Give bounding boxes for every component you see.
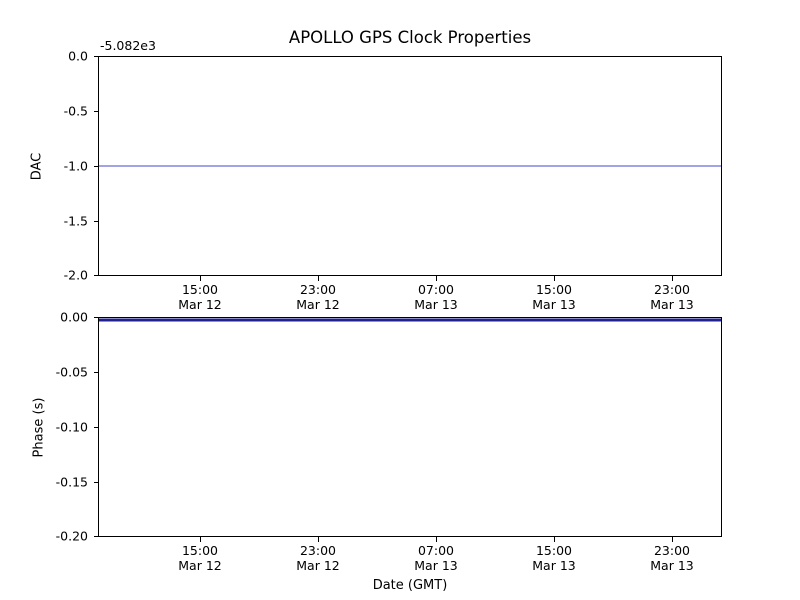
- x-tick-label-top-3: 15:00 Mar 13: [509, 282, 599, 312]
- x-tick-label-bottom-0: 15:00 Mar 12: [155, 543, 245, 573]
- tickmark-x-top-3: [554, 276, 555, 281]
- tickmark-x-bottom-0: [200, 537, 201, 542]
- x-tick-date-top-3: Mar 13: [532, 297, 576, 312]
- x-tick-date-top-0: Mar 12: [178, 297, 222, 312]
- y-tick-label-bottom-3: -0.15: [55, 474, 88, 490]
- y-tick-label-bottom-2: -0.10: [55, 419, 88, 435]
- x-tick-date-bottom-0: Mar 12: [178, 558, 222, 573]
- tickmark-y-bottom-4: [94, 536, 99, 537]
- tickmark-y-bottom-0: [94, 317, 99, 318]
- tickmark-x-bottom-4: [672, 537, 673, 542]
- x-tick-time-top-4: 23:00: [653, 282, 691, 297]
- x-tick-time-bottom-4: 23:00: [653, 543, 691, 558]
- x-tick-label-top-1: 23:00 Mar 12: [273, 282, 363, 312]
- x-tick-date-top-4: Mar 13: [650, 297, 694, 312]
- y-axis-label-phase: Phase (s): [31, 397, 47, 458]
- tickmark-y-top-2: [94, 166, 99, 167]
- x-tick-date-bottom-3: Mar 13: [532, 558, 576, 573]
- tickmark-x-bottom-3: [554, 537, 555, 542]
- x-tick-date-bottom-1: Mar 12: [296, 558, 340, 573]
- tickmark-y-bottom-2: [94, 427, 99, 428]
- dac-plot-area: [98, 56, 722, 276]
- tickmark-x-bottom-1: [318, 537, 319, 542]
- x-tick-label-top-4: 23:00 Mar 13: [627, 282, 717, 312]
- tickmark-y-bottom-3: [94, 482, 99, 483]
- x-tick-time-top-1: 23:00: [299, 282, 337, 297]
- x-tick-date-top-2: Mar 13: [414, 297, 458, 312]
- x-tick-time-bottom-2: 07:00: [417, 543, 455, 558]
- tickmark-y-top-0: [94, 56, 99, 57]
- y-tick-label-top-3: -1.5: [63, 213, 88, 229]
- y-tick-label-top-4: -2.0: [63, 267, 88, 283]
- y-tick-label-top-2: -1.0: [63, 158, 88, 174]
- y-tick-label-bottom-0: 0.00: [60, 309, 88, 325]
- x-tick-time-bottom-1: 23:00: [299, 543, 337, 558]
- tickmark-x-top-0: [200, 276, 201, 281]
- y-axis-label-dac: DAC: [29, 152, 45, 181]
- tickmark-x-top-2: [436, 276, 437, 281]
- tickmark-x-top-1: [318, 276, 319, 281]
- x-tick-label-bottom-4: 23:00 Mar 13: [627, 543, 717, 573]
- x-tick-time-bottom-3: 15:00: [535, 543, 573, 558]
- y-tick-label-bottom-1: -0.05: [55, 364, 88, 380]
- dac-series-svg: [99, 165, 721, 167]
- x-tick-label-top-2: 07:00 Mar 13: [391, 282, 481, 312]
- x-tick-date-bottom-4: Mar 13: [650, 558, 694, 573]
- x-tick-label-bottom-2: 07:00 Mar 13: [391, 543, 481, 573]
- y-tick-label-bottom-4: -0.20: [55, 528, 88, 544]
- phase-series-svg: [99, 318, 721, 322]
- x-tick-time-top-3: 15:00: [535, 282, 573, 297]
- x-tick-time-top-2: 07:00: [417, 282, 455, 297]
- chart-title: APOLLO GPS Clock Properties: [288, 28, 532, 47]
- tickmark-y-top-4: [94, 275, 99, 276]
- x-tick-date-top-1: Mar 12: [296, 297, 340, 312]
- tickmark-y-bottom-1: [94, 372, 99, 373]
- tickmark-x-top-4: [672, 276, 673, 281]
- x-tick-time-top-0: 15:00: [181, 282, 219, 297]
- x-axis-label-date: Date (GMT): [372, 578, 448, 593]
- y-tick-label-top-0: 0.0: [68, 48, 88, 64]
- x-tick-label-bottom-3: 15:00 Mar 13: [509, 543, 599, 573]
- tickmark-x-bottom-2: [436, 537, 437, 542]
- x-tick-label-bottom-1: 23:00 Mar 12: [273, 543, 363, 573]
- y-axis-offset-text: -5.082e3: [100, 38, 156, 53]
- tickmark-y-top-3: [94, 221, 99, 222]
- x-tick-label-top-0: 15:00 Mar 12: [155, 282, 245, 312]
- x-tick-date-bottom-2: Mar 13: [414, 558, 458, 573]
- x-tick-time-bottom-0: 15:00: [181, 543, 219, 558]
- tickmark-y-top-1: [94, 111, 99, 112]
- y-tick-label-top-1: -0.5: [63, 103, 88, 119]
- phase-plot-area: [98, 317, 722, 537]
